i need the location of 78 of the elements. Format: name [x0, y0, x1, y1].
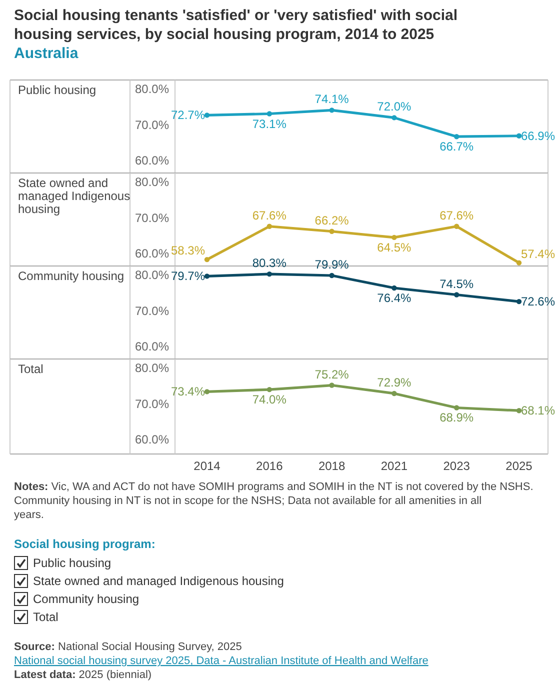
y-tick-label: 60.0%	[134, 340, 170, 354]
text: Australia	[14, 45, 79, 62]
point	[392, 115, 397, 120]
point	[392, 390, 397, 396]
data-label: 66.2%	[314, 213, 350, 228]
data-label: 72.0%	[377, 100, 412, 114]
data-label: 75.2%	[314, 367, 350, 382]
data-label: 64.5%	[377, 240, 412, 254]
data-label: 79.7%	[170, 269, 206, 284]
data-label: 73.1%	[252, 116, 287, 131]
y-tick-label: 70.0%	[134, 210, 170, 225]
legend-title: Social housing program:	[14, 537, 156, 551]
point	[454, 134, 460, 140]
x-tick-label: 2016	[256, 459, 284, 473]
data-label: 66.7%	[440, 140, 474, 154]
point	[392, 285, 397, 291]
x-tick-label: 2014	[194, 459, 221, 473]
point	[329, 228, 334, 234]
data-label: 58.3%	[170, 244, 206, 258]
y-tick-label: 60.0%	[134, 154, 170, 168]
x-tick-label: 2023	[443, 459, 470, 473]
point	[204, 256, 210, 262]
text: Notes: Vic, WA and ACT do not have SOMIH programs and SOMIH in the NT is not covered by the NSHS. Community housing in NT is not in scope for the NSHS; Data not available for all amenities in all years.	[14, 481, 534, 521]
y-tick-label: 70.0%	[134, 118, 170, 132]
data-label: 67.6%	[440, 208, 474, 222]
source-note: Source: National Social Housing Survey, 2025	[14, 641, 242, 653]
text: Latest data: 2025 (biennial)	[14, 669, 152, 681]
data-label: 74.0%	[252, 392, 287, 407]
point	[454, 224, 460, 229]
text: State owned and managed Indigenous housing	[18, 176, 130, 216]
point	[329, 108, 334, 113]
data-label: 79.9%	[314, 257, 350, 272]
y-tick-label: 70.0%	[134, 304, 170, 318]
y-tick-label: 70.0%	[134, 396, 170, 411]
text: Public housing	[33, 556, 112, 570]
text: Public housing	[18, 83, 96, 97]
point	[266, 271, 272, 277]
point	[454, 405, 460, 410]
point	[516, 260, 522, 266]
data-label: 67.6%	[252, 208, 287, 222]
chart-title: Social housing tenants 'satisfied' or 'very satisfied' with social housing services, by social housing program, 2014 to 2025	[14, 7, 458, 43]
y-tick-label: 60.0%	[134, 432, 170, 447]
y-tick-label: 60.0%	[134, 246, 170, 261]
data-label: 73.4%	[170, 384, 206, 399]
point	[516, 133, 522, 138]
data-label: 57.4%	[521, 246, 556, 261]
text: State owned and managed Indigenous housing	[33, 574, 284, 588]
text: Total	[18, 362, 44, 376]
x-tick-label: 2021	[380, 459, 408, 473]
x-tick-label: 2018	[318, 459, 346, 473]
text: Community housing	[18, 269, 124, 283]
text: Community housing	[33, 592, 140, 606]
text: Total	[33, 610, 58, 624]
point	[516, 408, 522, 414]
point	[266, 386, 272, 392]
point	[392, 234, 397, 240]
y-tick-label: 80.0%	[134, 268, 170, 282]
data-label: 80.3%	[252, 256, 287, 270]
point	[454, 292, 460, 298]
y-tick-label: 80.0%	[134, 175, 170, 190]
data-label: 76.4%	[377, 290, 412, 305]
data-label: 68.1%	[521, 404, 556, 418]
point	[329, 272, 334, 278]
data-label: 74.5%	[440, 276, 474, 291]
data-label: 72.6%	[521, 294, 556, 309]
y-tick-label: 80.0%	[134, 82, 170, 96]
data-label: 68.9%	[440, 410, 474, 425]
point	[266, 111, 272, 116]
y-tick-label: 80.0%	[134, 361, 170, 376]
data-label: 74.1%	[314, 92, 350, 106]
data-label: 66.9%	[521, 128, 556, 143]
point	[516, 298, 522, 304]
point	[329, 382, 334, 388]
text: National social housing survey 2025, Data - Australian Institute of Health and Welfare	[14, 655, 428, 667]
x-tick-label: 2025	[506, 459, 533, 473]
point	[266, 224, 272, 229]
data-label: 72.7%	[170, 108, 206, 122]
data-label: 72.9%	[377, 375, 412, 390]
